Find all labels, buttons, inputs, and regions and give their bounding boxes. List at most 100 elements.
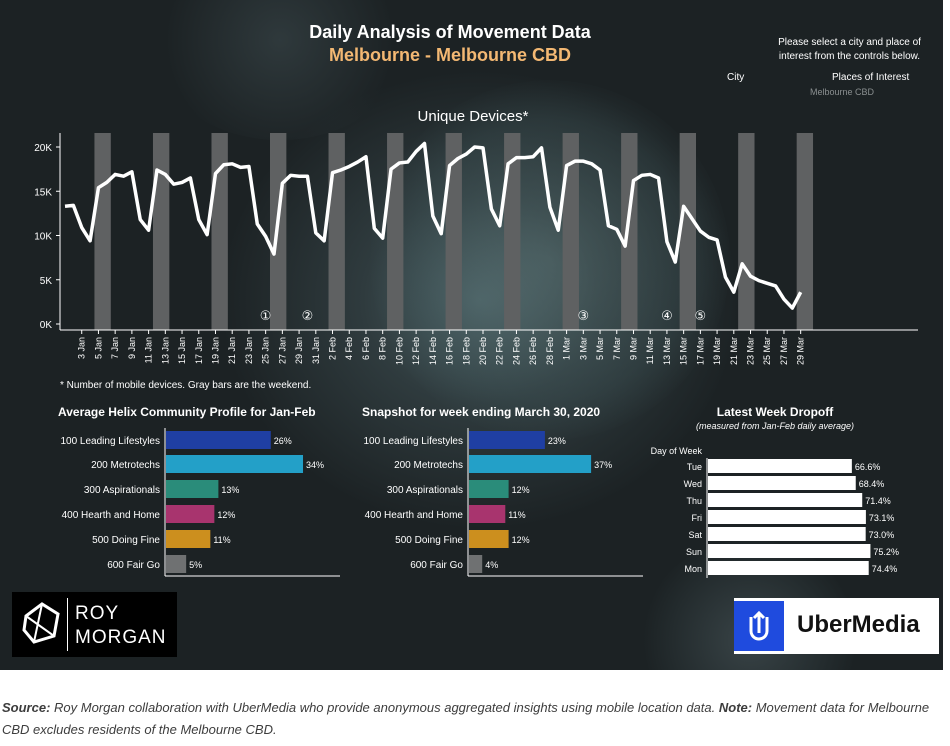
note-label: Note: — [718, 700, 753, 715]
dropoff-bar — [708, 544, 871, 558]
dropoff-subtitle: (measured from Jan-Feb daily average) — [695, 421, 855, 431]
line-chart-title: Unique Devices* — [418, 108, 529, 125]
dropoff-bar — [708, 561, 869, 575]
source-caption: Source: Roy Morgan collaboration with Ub… — [2, 697, 937, 741]
x-tick-label: 11 Mar — [645, 337, 655, 364]
y-tick-label: 10K — [34, 232, 52, 243]
x-tick-label: 25 Jan — [261, 337, 271, 364]
x-tick-label: 5 Mar — [595, 337, 605, 360]
weekend-bar — [152, 133, 170, 330]
march-bar — [469, 480, 509, 498]
places-filter-label[interactable]: Places of Interest — [832, 72, 910, 83]
dropoff-day-label: Fri — [692, 513, 703, 523]
dropoff-day-label: Sun — [686, 547, 702, 557]
march-value-label: 12% — [512, 485, 530, 495]
x-tick-label: 9 Mar — [628, 337, 638, 360]
march-category-label: 600 Fair Go — [410, 560, 463, 571]
dropoff-value-label: 73.0% — [869, 530, 895, 540]
unique-devices-chart: 0K 5K 10K 15K 20K 3 Jan 5 Jan 7 Jan 9 Jan 11 Jan 1… — [34, 108, 918, 365]
profile-janfeb-title: Average Helix Community Profile for Jan-… — [58, 405, 316, 419]
x-tick-label: 3 Jan — [77, 337, 87, 359]
roy-morgan-wordmark-line2: MORGAN — [75, 627, 167, 648]
dropoff-bar — [708, 476, 856, 490]
source-text: Roy Morgan collaboration with UberMedia … — [50, 700, 719, 715]
janfeb-bar — [166, 480, 219, 498]
janfeb-bar — [166, 505, 215, 523]
y-tick-label: 15K — [34, 187, 52, 198]
dropoff-bar — [708, 459, 852, 473]
dropoff-value-label: 71.4% — [865, 496, 891, 506]
chart-footnote: * Number of mobile devices. Gray bars ar… — [60, 380, 312, 391]
march-value-label: 4% — [485, 560, 498, 570]
janfeb-bar — [166, 455, 304, 473]
march-category-label: 200 Metrotechs — [394, 460, 463, 471]
y-tick-label: 5K — [40, 276, 53, 287]
x-tick-label: 11 Jan — [144, 337, 154, 363]
weekend-bar — [445, 133, 462, 330]
x-tick-label: 23 Jan — [244, 337, 254, 364]
x-tick-label: 6 Feb — [361, 337, 371, 360]
x-tick-label: 25 Mar — [762, 337, 772, 365]
x-tick-label: 15 Jan — [177, 337, 187, 364]
roy-morgan-wordmark-line1: ROY — [75, 603, 120, 624]
x-tick-label: 13 Mar — [662, 337, 672, 365]
x-tick-label: 27 Mar — [779, 337, 789, 365]
janfeb-value-label: 34% — [306, 460, 324, 470]
x-tick-label: 28 Feb — [545, 337, 555, 365]
march-category-label: 400 Hearth and Home — [365, 510, 464, 521]
x-tick-label: 15 Mar — [679, 337, 689, 365]
y-tick-label: 20K — [34, 143, 52, 154]
x-tick-label: 17 Mar — [695, 337, 705, 365]
event-marker: ② — [302, 309, 314, 324]
x-tick-label: 31 Jan — [311, 337, 321, 364]
places-filter-value[interactable]: Melbourne CBD — [810, 87, 875, 97]
x-tick-label: 14 Feb — [428, 337, 438, 365]
roy-morgan-logo-icon — [22, 602, 60, 644]
x-tick-label: 7 Mar — [612, 337, 622, 360]
janfeb-category-label: 600 Fair Go — [107, 560, 160, 571]
x-tick-label: 29 Jan — [294, 337, 304, 364]
profile-march-title: Snapshot for week ending March 30, 2020 — [362, 405, 601, 419]
dropoff-value-label: 75.2% — [873, 547, 899, 557]
event-marker: ① — [260, 309, 272, 324]
x-tick-label: 3 Mar — [578, 337, 588, 360]
dropoff-day-label: Tue — [687, 462, 702, 472]
dropoff-day-label: Mon — [684, 564, 702, 574]
x-tick-label: 13 Jan — [160, 337, 170, 364]
event-marker: ⑤ — [695, 309, 707, 324]
janfeb-category-label: 100 Leading Lifestyles — [60, 436, 160, 447]
x-tick-label: 29 Mar — [796, 337, 806, 365]
dropoff-value-label: 74.4% — [872, 564, 898, 574]
janfeb-bar — [166, 530, 211, 548]
janfeb-category-label: 400 Hearth and Home — [62, 510, 161, 521]
janfeb-value-label: 13% — [221, 485, 239, 495]
virus-background-image — [370, 80, 730, 440]
dropoff-day-label: Thu — [686, 496, 702, 506]
march-bar — [469, 505, 506, 523]
x-tick-label: 1 Mar — [562, 337, 572, 360]
x-tick-label: 7 Jan — [110, 337, 120, 359]
march-value-label: 23% — [548, 436, 566, 446]
x-tick-label: 22 Feb — [495, 337, 505, 365]
x-tick-label: 21 Mar — [729, 337, 739, 365]
janfeb-bar — [166, 555, 187, 573]
event-marker: ④ — [661, 309, 673, 324]
dropoff-bar — [708, 527, 866, 541]
x-tick-label: 19 Mar — [712, 337, 722, 365]
janfeb-bar — [166, 431, 271, 449]
dashboard-title: Daily Analysis of Movement Data — [309, 22, 591, 42]
march-value-label: 11% — [508, 510, 525, 520]
source-label: Source: — [2, 700, 51, 715]
x-tick-label: 8 Feb — [378, 337, 388, 360]
weekend-bar — [679, 133, 696, 330]
x-tick-label: 18 Feb — [461, 337, 471, 365]
x-tick-label: 20 Feb — [478, 337, 488, 365]
x-tick-label: 9 Jan — [127, 337, 137, 359]
city-filter-label[interactable]: City — [727, 72, 745, 83]
x-tick-label: 19 Jan — [210, 337, 220, 364]
dropoff-value-label: 66.6% — [855, 462, 881, 472]
janfeb-value-label: 5% — [189, 560, 202, 570]
janfeb-value-label: 11% — [213, 535, 230, 545]
x-tick-label: 26 Feb — [528, 337, 538, 365]
x-tick-label: 21 Jan — [227, 337, 237, 364]
